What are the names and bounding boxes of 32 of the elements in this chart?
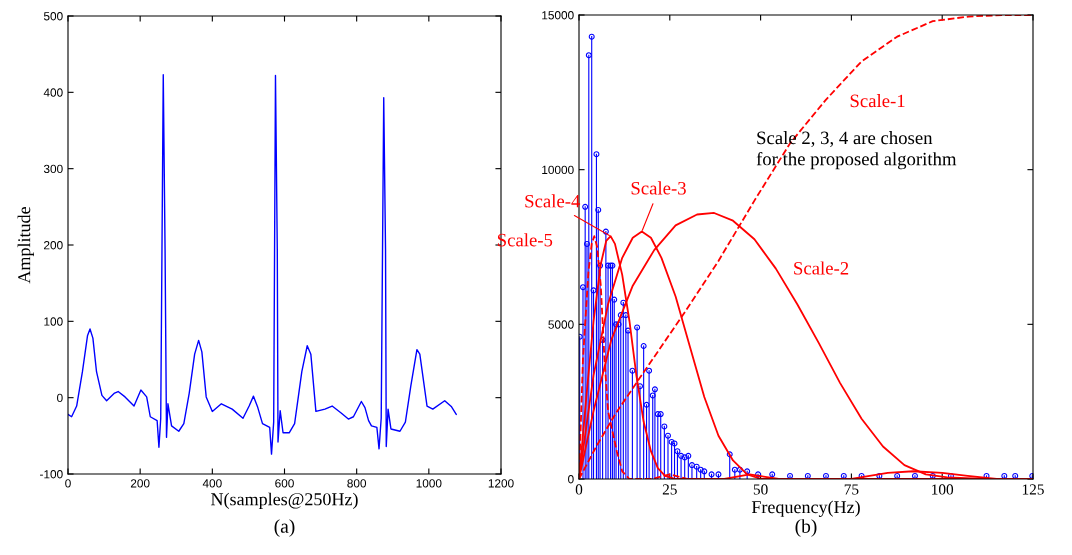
x-axis-title: Frequency(Hz) [751,500,860,517]
x-tick-label: 1000 [416,479,442,488]
x-tick-label: 200 [130,479,150,488]
x-axis-title: N(samples@250Hz) [211,492,358,510]
x-tick-label: 600 [275,479,294,488]
y-tick-label: 300 [43,164,63,174]
y-tick-label: 100 [44,317,63,326]
x-tick-label: 25 [662,484,677,495]
x-tick-label: 50 [753,484,768,495]
y-tick-label: 400 [43,88,63,97]
y-tick-label: 15000 [542,11,574,20]
x-tick-label: 0 [575,484,583,495]
x-tick-label: 1200 [488,479,514,488]
y-tick-label: 0 [57,393,63,403]
x-tick-label: 125 [1022,484,1044,495]
y-tick-label: 10000 [542,165,574,175]
y-tick-label: 500 [43,12,63,21]
text: (a) [274,519,295,537]
x-tick-label: 400 [202,479,222,488]
y-tick-label: 200 [44,241,63,250]
series-label: Scale-2 [794,261,849,275]
x-tick-label: 100 [932,484,954,495]
x-tick-label: 800 [347,479,367,488]
text: (b) [795,519,817,537]
x-tick-label: 75 [844,484,859,495]
x-tick-label: 0 [65,479,71,488]
y-tick-label: -100 [40,470,63,479]
series-label: Scale-1 [850,94,905,108]
text: Scale-3 [631,181,686,195]
y-tick-label: 5000 [548,320,574,329]
y-axis-title: Amplitude [17,207,34,284]
annotation: Scale 2, 3, 4 are chosen for the proposed algorithm [756,131,957,170]
